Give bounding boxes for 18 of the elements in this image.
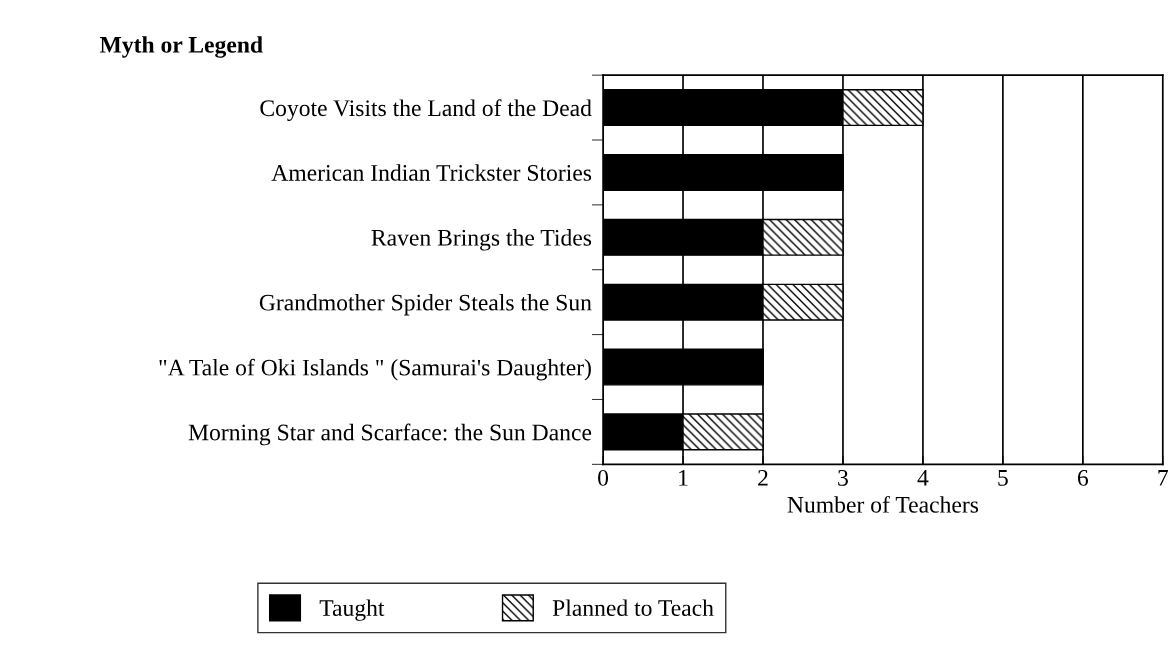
x-tick-label: 2 [758,469,768,486]
y-tick-label: Morning Star and Scarface: the Sun Dance [188,423,592,446]
x-tick-label: 7 [1158,470,1169,486]
legend-label: Planned to Teach [552,599,714,616]
y-tick-label: "A Tale of Oki Islands " (Samurai's Daughter) [159,358,591,381]
x-tick-label: 0 [598,469,609,486]
legend-label: Taught [319,599,385,621]
x-axis-title: Number of Teachers [787,495,979,513]
text: Myth or Legend [99,36,263,58]
y-tick-label: Coyote Visits the Land of the Dead [260,99,592,121]
x-tick-label: 1 [679,469,688,486]
x-tick-label: 5 [998,470,1008,486]
x-tick-label: 3 [838,469,848,486]
x-tick-label: 6 [1077,469,1089,486]
y-tick-label: Grandmother Spider Steals the Sun [259,293,592,316]
y-tick-label: Raven Brings the Tides [371,229,592,251]
y-tick-label: American Indian Trickster Stories [271,164,592,181]
x-tick-label: 4 [917,470,929,486]
